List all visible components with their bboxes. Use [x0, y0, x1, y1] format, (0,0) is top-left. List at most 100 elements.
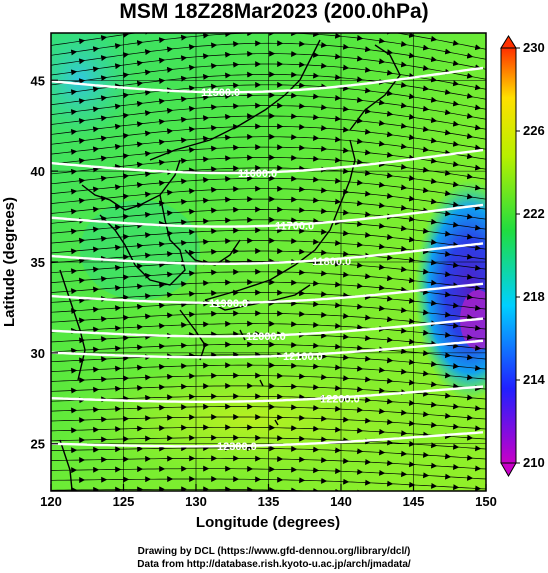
map-title: MSM 18Z28Mar2023 (200.0hPa) [119, 0, 429, 23]
wind-arrow [422, 187, 430, 194]
contour-label: 11800.0 [312, 256, 351, 268]
wind-arrow [114, 43, 122, 49]
y-tick-label: 35 [31, 255, 45, 270]
streamline [51, 271, 486, 290]
wind-arrow [386, 131, 394, 138]
wind-arrow [430, 76, 438, 83]
wind-arrow [400, 143, 408, 150]
wind-arrow [452, 221, 460, 228]
wind-arrow [466, 72, 474, 79]
streamline [51, 395, 486, 410]
wind-arrow [430, 56, 438, 63]
wind-arrow [144, 49, 152, 56]
wind-arrow [136, 39, 144, 46]
wind-arrow [466, 113, 474, 119]
wind-arrow [452, 60, 460, 67]
streamline [51, 209, 486, 230]
wind-arrow [466, 92, 474, 99]
wind-arrow [400, 41, 408, 47]
wind-arrow [466, 133, 474, 140]
contour-line [51, 66, 484, 94]
contour-label: 12000.0 [246, 331, 286, 343]
wind-arrow [474, 164, 482, 171]
wind-arrow [452, 181, 460, 188]
wind-arrow [78, 78, 86, 85]
y-tick-label: 45 [31, 73, 45, 88]
wind-arrow [474, 204, 482, 211]
contour-line [51, 148, 484, 175]
contour-line [51, 203, 484, 228]
wind-arrow [422, 126, 430, 133]
wind-arrow [386, 69, 394, 76]
wind-arrow [92, 86, 100, 93]
streamline [51, 188, 486, 210]
contour-label: 11600.0 [238, 168, 277, 180]
wind-arrow [474, 184, 482, 191]
wind-arrow [430, 218, 438, 225]
wind-arrow [100, 95, 108, 102]
wind-arrow [422, 146, 430, 153]
wind-arrow [136, 60, 144, 67]
contour-label: 11500.0 [201, 87, 240, 99]
wind-arrow [444, 170, 452, 176]
wind-arrow [92, 106, 100, 113]
credit-drawing: Drawing by DCL (https://www.gfd-dennou.o… [137, 546, 411, 557]
wind-arrow [444, 89, 452, 95]
wind-arrow [444, 190, 452, 197]
wind-arrow [474, 124, 482, 131]
wind-arrow [122, 33, 130, 38]
wind-arrow [430, 157, 438, 164]
wind-arrow [144, 33, 152, 35]
wind-arrow [466, 52, 474, 59]
y-tick-label: 30 [31, 346, 45, 361]
contour-label: 11700.0 [275, 221, 314, 233]
wind-arrow [386, 33, 394, 35]
wind-arrow [444, 250, 452, 257]
wind-arrow [452, 161, 460, 168]
wind-arrow [408, 195, 416, 202]
streamline [51, 437, 486, 450]
contour-line [51, 339, 484, 359]
streamline [51, 42, 486, 70]
contour-line [51, 431, 484, 448]
wind-arrow [430, 96, 438, 103]
colorbar-tick-label: 218 [523, 289, 545, 304]
wind-arrow [386, 110, 394, 117]
contour-label: 12200.0 [320, 394, 360, 406]
wind-arrow [114, 63, 122, 70]
x-tick-label: 120 [40, 494, 62, 509]
y-axis-label: Latitude (degrees) [1, 197, 18, 327]
wind-arrow [444, 230, 452, 237]
wind-arrow [444, 210, 452, 217]
wind-arrow [430, 117, 438, 124]
wind-arrow [474, 104, 482, 111]
wind-arrow [452, 80, 460, 87]
wind-arrow [430, 137, 438, 144]
colorbar-tick-label: 214 [523, 372, 545, 387]
wind-arrow [474, 264, 482, 271]
contour-line [51, 282, 484, 304]
colorbar-tick-label: 210 [523, 455, 545, 470]
wind-arrow [400, 81, 408, 88]
streamline [51, 457, 486, 470]
streamline [51, 375, 486, 390]
wind-arrow [474, 84, 482, 91]
x-tick-label: 150 [475, 494, 497, 509]
wind-arrow [452, 140, 460, 147]
wind-arrow [92, 66, 100, 73]
wind-arrow [422, 44, 430, 51]
wind-arrow [430, 178, 438, 185]
streamline [51, 478, 486, 490]
x-tick-label: 145 [403, 494, 425, 509]
wind-arrow [444, 109, 452, 116]
wind-arrow [466, 173, 474, 180]
wind-arrow [400, 61, 408, 68]
wind-arrow [452, 40, 460, 46]
x-axis-label: Longitude (degrees) [196, 514, 340, 531]
wind-arrow [474, 224, 482, 231]
wind-arrow [466, 193, 474, 200]
streamline [51, 312, 486, 330]
streamline [51, 292, 486, 310]
wind-arrow [474, 244, 482, 251]
wind-arrow [386, 90, 394, 97]
